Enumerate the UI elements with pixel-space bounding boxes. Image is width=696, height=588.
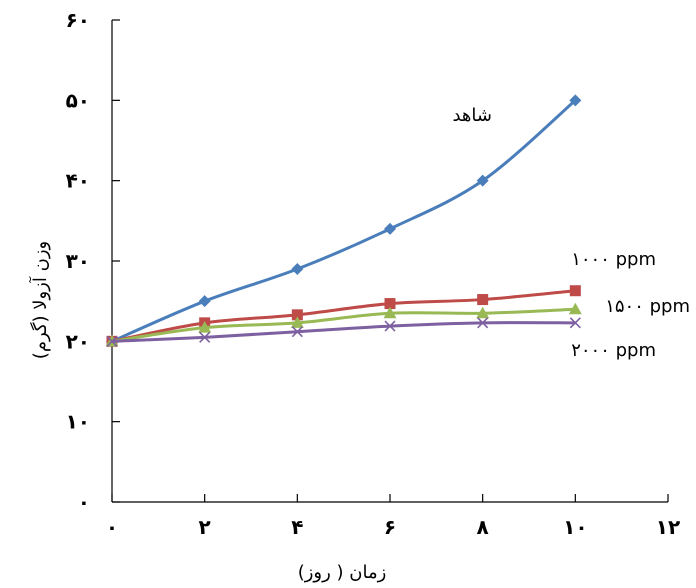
y-tick-label: ۰ xyxy=(78,490,90,514)
series-3 xyxy=(105,302,582,347)
data-point xyxy=(199,331,211,343)
data-point xyxy=(384,320,396,332)
data-point xyxy=(384,222,396,235)
x-axis-title: زمان ( روز) xyxy=(298,562,387,583)
series-label: ۱۰۰۰ ppm xyxy=(571,249,656,270)
x-tick-label: ۲ xyxy=(199,515,211,539)
x-tick-label: ۱۲ xyxy=(656,515,680,539)
y-tick-label: ۴۰ xyxy=(66,169,90,193)
data-point xyxy=(290,316,304,328)
y-tick-label: ۵۰ xyxy=(66,88,90,112)
labels-layer: شاهد ۱۰۰۰ ppm ۱۵۰۰ ppm ۲۰۰۰ ppm xyxy=(452,105,690,361)
data-point xyxy=(198,321,212,333)
x-tick-label: ۸ xyxy=(477,515,489,539)
x-marker-stroke xyxy=(569,317,581,329)
y-tick-label: ۶۰ xyxy=(66,8,90,32)
series-line xyxy=(111,289,576,343)
data-point xyxy=(106,335,118,347)
data-point xyxy=(569,317,581,329)
data-point xyxy=(291,263,304,276)
data-point xyxy=(198,295,211,308)
series-label: ۱۵۰۰ ppm xyxy=(605,296,690,317)
data-point xyxy=(569,94,582,107)
x-marker-stroke xyxy=(291,326,303,338)
x-tick-label: ۱۰ xyxy=(563,515,587,539)
series-label: ۲۰۰۰ ppm xyxy=(571,340,656,361)
x-marker-stroke xyxy=(477,317,489,329)
data-point xyxy=(384,298,396,310)
data-point xyxy=(383,306,397,319)
y-tick-label: ۳۰ xyxy=(66,249,90,273)
data-point xyxy=(477,317,489,329)
x-tick-label: ۶ xyxy=(384,515,396,539)
x-marker-stroke xyxy=(199,331,211,343)
x-tick-label: ۰ xyxy=(106,515,118,539)
x-tick-label: ۴ xyxy=(291,515,303,539)
x-marker-stroke xyxy=(384,320,396,332)
axes: ۰ ۱۰ ۲۰ ۳۰ ۴۰ ۵۰ ۶۰ ۰ ۲ ۴ ۶ ۸ ۱۰ ۱۲ xyxy=(66,8,681,539)
data-point xyxy=(477,294,489,306)
series-label: شاهد xyxy=(452,105,492,126)
y-tick-label: ۱۰ xyxy=(66,410,90,434)
data-point xyxy=(568,302,582,315)
series-layer xyxy=(105,94,582,348)
series-line xyxy=(111,321,576,343)
data-point xyxy=(291,309,303,321)
series-line xyxy=(111,99,577,343)
x-marker-stroke xyxy=(106,335,118,347)
data-point xyxy=(291,326,303,338)
y-axis-title: وزن آزولا (گرم) xyxy=(28,241,51,359)
y-tick-label: ۲۰ xyxy=(66,329,90,353)
data-point xyxy=(476,174,489,187)
data-point xyxy=(569,285,581,297)
series-line xyxy=(111,307,576,343)
series-4 xyxy=(106,317,581,347)
data-point xyxy=(476,306,490,319)
